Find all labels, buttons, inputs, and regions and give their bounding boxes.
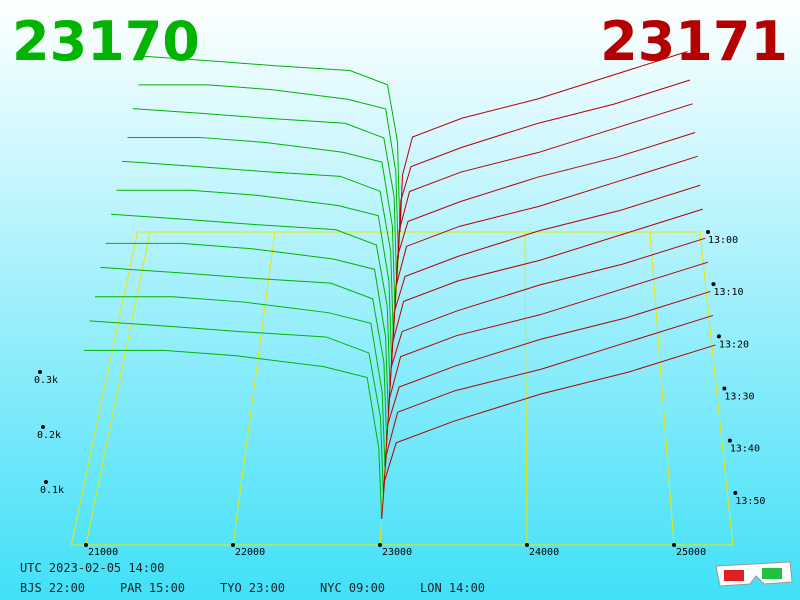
- ask-depth-line: [389, 208, 703, 389]
- bid-price: 23170: [12, 10, 200, 73]
- tick-dot: [231, 543, 235, 547]
- tick-dot: [38, 370, 42, 374]
- zone-time: LON 14:00: [420, 581, 485, 595]
- bid-depth-line: [127, 136, 396, 311]
- ask-depth-line: [381, 344, 716, 519]
- ask-depth-line: [382, 314, 714, 493]
- bid-depth-line: [89, 320, 384, 493]
- zone-time: PAR 15:00: [120, 581, 185, 595]
- x-tick-label: 25000: [676, 547, 706, 558]
- bid-depth-line: [116, 189, 393, 363]
- bid-depth-line: [105, 242, 389, 415]
- time-label: 13:40: [730, 444, 760, 455]
- tick-dot: [44, 480, 48, 484]
- grid-line: [649, 231, 675, 546]
- bid-depth-line: [138, 84, 399, 259]
- ask-depth-line: [384, 290, 711, 467]
- bid-depth-line: [84, 349, 383, 519]
- time-label: 13:30: [724, 392, 754, 403]
- time-dot: [716, 334, 721, 339]
- grid-line: [524, 231, 528, 546]
- tick-dot: [84, 543, 88, 547]
- time-dot: [711, 282, 716, 287]
- grid-line: [232, 231, 276, 546]
- ask-depth-line: [399, 51, 688, 233]
- time-label: 13:10: [713, 287, 743, 298]
- time-label: 13:00: [708, 235, 738, 246]
- frame: [70, 231, 734, 546]
- ask-depth-line: [392, 155, 698, 337]
- bid-depth-line: [122, 160, 394, 337]
- tick-dot: [41, 425, 45, 429]
- utc-time: UTC 2023-02-05 14:00: [20, 561, 165, 575]
- time-label: 13:20: [719, 339, 749, 350]
- zone-time: TYO 23:00: [220, 581, 285, 595]
- time-dot: [706, 230, 710, 234]
- grid-line: [85, 231, 151, 546]
- bid-depth-line: [100, 266, 388, 441]
- tick-dot: [378, 543, 382, 547]
- time-label: 13:50: [735, 496, 765, 507]
- time-dot: [727, 438, 732, 443]
- glasses-icon: [715, 561, 793, 587]
- tick-dot: [672, 543, 676, 547]
- ask-depth-line: [397, 79, 691, 259]
- ask-depth-line: [387, 237, 706, 415]
- time-dot: [733, 490, 738, 495]
- ask-depth-line: [394, 132, 696, 311]
- bid-depth-line: [94, 296, 386, 467]
- ask-price: 23171: [600, 10, 788, 73]
- y-tick-label: 0.3k: [34, 375, 58, 386]
- ask-depth-line: [396, 103, 693, 285]
- ask-depth-line: [386, 261, 709, 441]
- bid-depth-line: [132, 108, 398, 285]
- x-tick-label: 22000: [235, 547, 265, 558]
- time-dot: [722, 386, 727, 391]
- tick-dot: [525, 543, 529, 547]
- ask-depth-line: [391, 184, 701, 363]
- x-tick-label: 24000: [529, 547, 559, 558]
- zone-time: NYC 09:00: [320, 581, 385, 595]
- x-tick-label: 21000: [88, 547, 118, 558]
- zone-time: BJS 22:00: [20, 581, 85, 595]
- bid-depth-line: [143, 55, 401, 233]
- y-tick-label: 0.1k: [40, 485, 64, 496]
- x-tick-label: 23000: [382, 547, 412, 558]
- bid-depth-line: [111, 213, 391, 389]
- y-tick-label: 0.2k: [37, 430, 61, 441]
